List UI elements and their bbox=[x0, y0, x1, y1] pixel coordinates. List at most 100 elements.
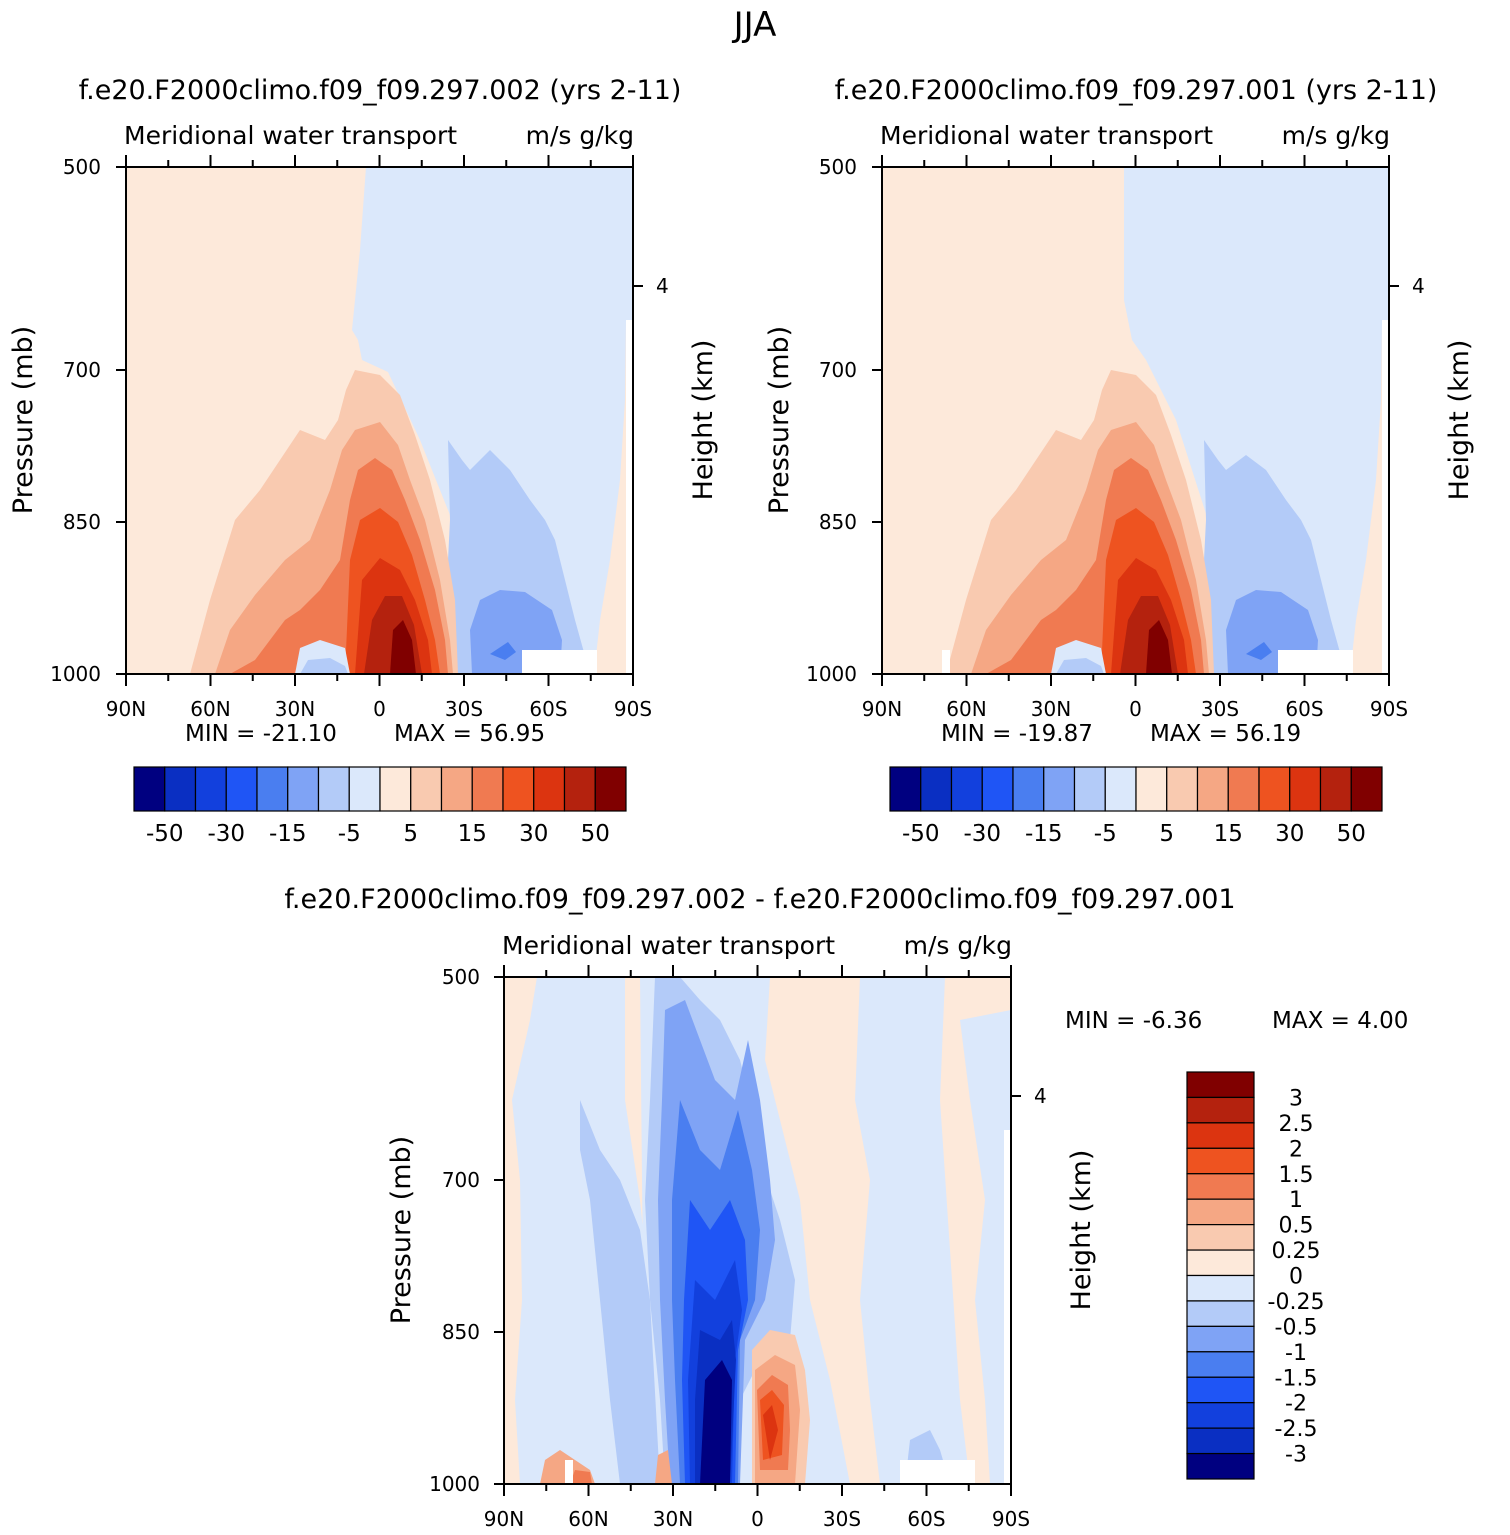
field-region bbox=[626, 320, 633, 674]
colorbar-label: -2.5 bbox=[1275, 1417, 1318, 1442]
colorbar-swatch bbox=[1289, 766, 1322, 812]
season-title: JJA bbox=[732, 5, 777, 45]
colorbar-swatch bbox=[1104, 766, 1137, 812]
colorbar-swatch bbox=[1186, 1351, 1255, 1378]
min-label: MIN = -6.36 bbox=[1065, 1008, 1202, 1034]
colorbar-swatch bbox=[1186, 1376, 1255, 1404]
y-tick-label: 700 bbox=[63, 358, 101, 382]
x-axis-ticks: 90N 60N 30N 0 30S 60S 90S bbox=[106, 155, 652, 721]
colorbar-swatch bbox=[1186, 1300, 1255, 1327]
colorbar-swatch bbox=[1186, 1274, 1255, 1302]
x-tick-label: 0 bbox=[751, 1507, 764, 1531]
colorbar-label: -0.5 bbox=[1275, 1315, 1318, 1340]
panel-case1: f.e20.F2000climo.f09_f09.297.002 (yrs 2-… bbox=[8, 75, 719, 847]
colorbar-swatch bbox=[1319, 766, 1352, 812]
field-region bbox=[763, 1405, 778, 1460]
colorbar-swatch bbox=[1186, 1122, 1255, 1149]
colorbar-swatch bbox=[563, 766, 596, 812]
x-tick-label: 90S bbox=[1370, 697, 1408, 721]
colorbar-swatch bbox=[1186, 1427, 1255, 1455]
y-tick-label: 500 bbox=[819, 155, 857, 179]
colorbar-label: 0.5 bbox=[1279, 1214, 1314, 1239]
colorbar-swatch bbox=[440, 766, 473, 812]
field-region bbox=[1056, 658, 1104, 674]
y-right-axis-label: Height (km) bbox=[1066, 1150, 1097, 1311]
panel-title: f.e20.F2000climo.f09_f09.297.002 (yrs 2-… bbox=[79, 75, 682, 106]
colorbar-swatch bbox=[533, 766, 566, 812]
max-label: MAX = 4.00 bbox=[1272, 1008, 1408, 1034]
x-tick-label: 90N bbox=[484, 1507, 524, 1531]
colorbar-swatch bbox=[1196, 766, 1229, 812]
max-label: MAX = 56.19 bbox=[1150, 721, 1301, 747]
colorbar-swatch bbox=[471, 766, 504, 812]
colorbar-swatch bbox=[348, 766, 381, 812]
y-tick-label: 1000 bbox=[429, 1472, 480, 1496]
colorbar-label: -1 bbox=[1285, 1341, 1307, 1366]
colorbar-swatch bbox=[1073, 766, 1106, 812]
colorbar-swatch bbox=[1186, 1325, 1255, 1353]
colorbar-swatch bbox=[981, 766, 1014, 812]
colorbar-case1: -50 -30 -15 -5 5 15 30 50 bbox=[133, 766, 627, 847]
colorbar-swatch bbox=[1350, 766, 1383, 812]
colorbar-swatch bbox=[1186, 1147, 1255, 1175]
x-tick-label: 0 bbox=[1129, 697, 1142, 721]
panel-subtitle-right: m/s g/kg bbox=[526, 121, 634, 150]
colorbar-swatch bbox=[1012, 766, 1045, 812]
colorbar-swatch bbox=[256, 766, 289, 812]
field-region bbox=[1004, 1130, 1011, 1484]
field-region bbox=[700, 1360, 732, 1484]
x-tick-label: 90S bbox=[992, 1507, 1030, 1531]
x-tick-label: 60S bbox=[907, 1507, 945, 1531]
panel-title: f.e20.F2000climo.f09_f09.297.002 - f.e20… bbox=[284, 884, 1235, 915]
x-tick-label: 30S bbox=[823, 1507, 861, 1531]
x-tick-label: 60S bbox=[529, 697, 567, 721]
field-region bbox=[1382, 320, 1389, 674]
colorbar-label: -15 bbox=[1025, 821, 1063, 847]
colorbar-label: 50 bbox=[1337, 821, 1366, 847]
colorbar-case2: -50 -30 -15 -5 5 15 30 50 bbox=[889, 766, 1383, 847]
colorbar-label: 5 bbox=[403, 821, 418, 847]
colorbar-label: -1.5 bbox=[1275, 1366, 1318, 1391]
colorbar-swatch bbox=[1186, 1402, 1255, 1429]
panel-title: f.e20.F2000climo.f09_f09.297.001 (yrs 2-… bbox=[835, 75, 1438, 106]
y-tick-label: 500 bbox=[63, 155, 101, 179]
field-region bbox=[1246, 642, 1272, 660]
field-region bbox=[570, 1470, 592, 1484]
y-tick-label: 1000 bbox=[806, 662, 857, 686]
colorbar-swatch bbox=[889, 766, 922, 812]
colorbar-label: -0.25 bbox=[1268, 1290, 1325, 1315]
y-right-axis: 4 Height (km) bbox=[1389, 274, 1475, 500]
field-region bbox=[1350, 320, 1389, 674]
colorbar-label: 15 bbox=[1214, 821, 1243, 847]
colorbar-diff: 32.521.510.50.250-0.25-0.5-1-1.5-2-2.5-3 bbox=[1186, 1071, 1325, 1480]
colorbar-swatch bbox=[502, 766, 535, 812]
field-region bbox=[655, 1450, 672, 1484]
max-label: MAX = 56.95 bbox=[394, 721, 545, 747]
field-region bbox=[1146, 620, 1172, 674]
colorbar-label: 30 bbox=[519, 821, 548, 847]
y-axis-label: Pressure (mb) bbox=[764, 326, 795, 514]
field-region bbox=[490, 642, 516, 660]
field-region bbox=[942, 650, 950, 674]
panel-subtitle-left: Meridional water transport bbox=[124, 121, 457, 150]
colorbar-swatch bbox=[1186, 1173, 1255, 1200]
field-region bbox=[522, 650, 597, 674]
panel-subtitle-left: Meridional water transport bbox=[502, 931, 835, 960]
y-tick-label: 1000 bbox=[50, 662, 101, 686]
x-tick-label: 60N bbox=[190, 697, 230, 721]
x-tick-label: 90N bbox=[862, 697, 902, 721]
colorbar-label: -3 bbox=[1285, 1443, 1307, 1468]
colorbar-swatch bbox=[950, 766, 983, 812]
colorbar-label: 2.5 bbox=[1279, 1112, 1314, 1137]
colorbar-label: 0 bbox=[1289, 1265, 1303, 1290]
colorbar-label: 15 bbox=[458, 821, 487, 847]
y-axis: 500 700 850 1000 Pressure (mb) bbox=[386, 965, 504, 1496]
y-right-axis-label: Height (km) bbox=[1444, 340, 1475, 501]
colorbar-swatch bbox=[1186, 1249, 1255, 1277]
colorbar-swatch bbox=[1186, 1071, 1255, 1099]
x-tick-label: 0 bbox=[373, 697, 386, 721]
colorbar-label: -15 bbox=[269, 821, 307, 847]
contour-field bbox=[882, 167, 1389, 674]
x-axis-ticks: 90N 60N 30N 0 30S 60S 90S bbox=[862, 155, 1408, 721]
